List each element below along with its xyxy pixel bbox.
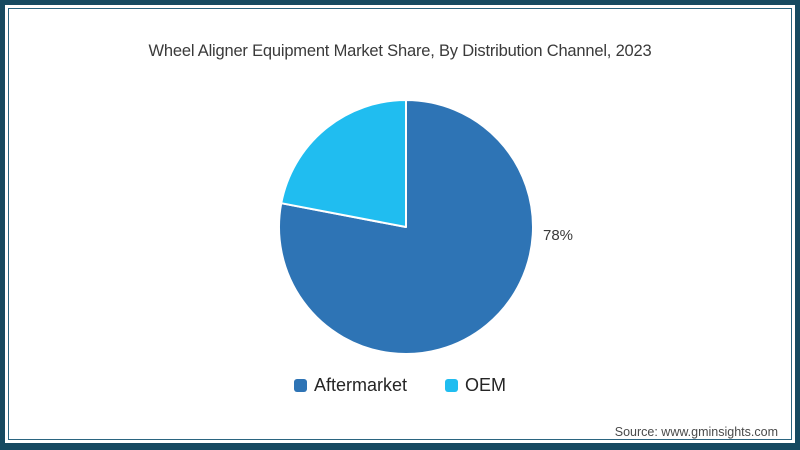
legend-label: Aftermarket [313, 375, 407, 395]
legend-item-oem[interactable]: OEM [445, 375, 506, 395]
legend-item-aftermarket[interactable]: Aftermarket [293, 375, 407, 395]
legend-swatch-aftermarket [293, 378, 307, 392]
legend: Aftermarket OEM [5, 375, 795, 395]
aftermarket-percent-label: 78% [543, 227, 574, 244]
legend-swatch-oem [445, 378, 458, 392]
legend-label: OEM [465, 375, 507, 395]
source-text: Source: www.gminsights.com [614, 425, 778, 439]
pie-slice-oem[interactable] [280, 99, 407, 228]
chart-title: Wheel Aligner Equipment Market Share, By… [148, 42, 652, 60]
pie-chart [278, 99, 534, 355]
